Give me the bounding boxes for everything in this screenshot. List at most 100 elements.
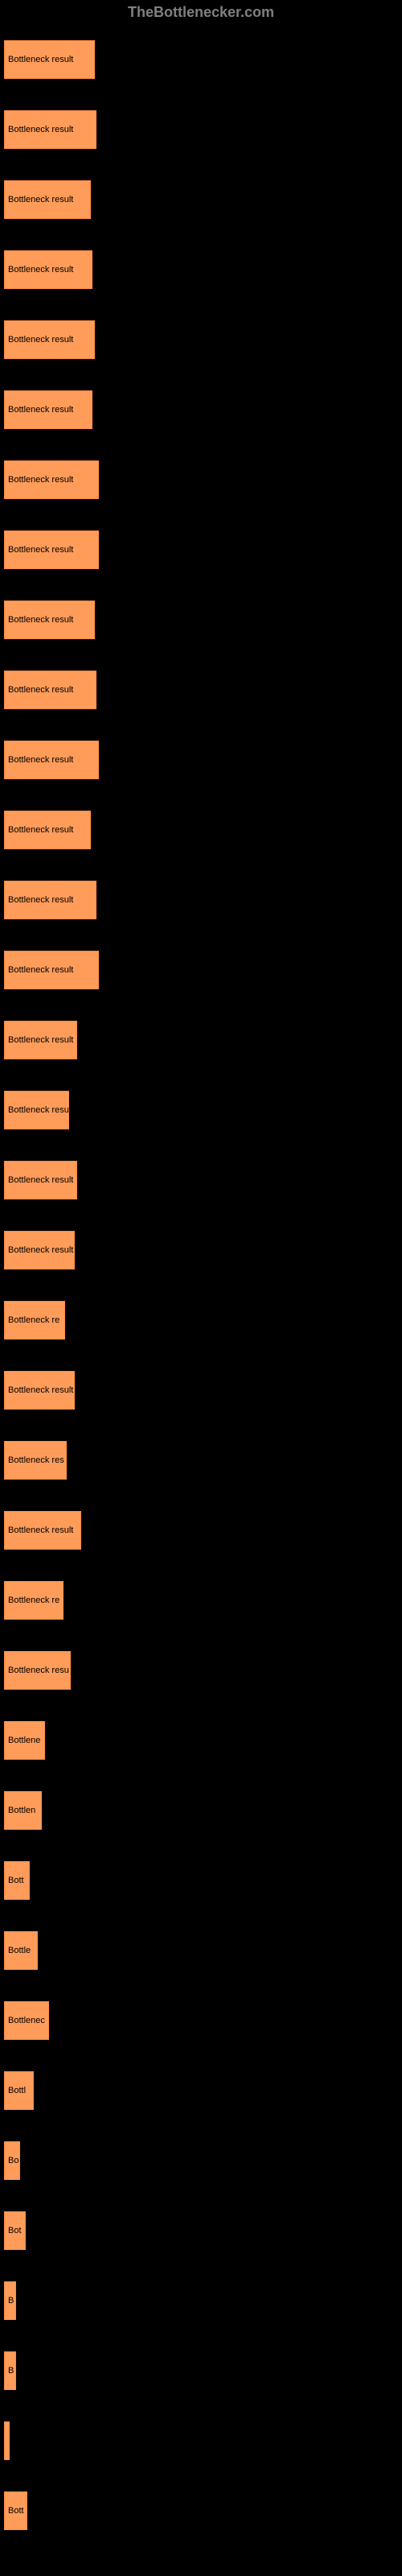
chart-bar: Bottleneck result [4,250,92,289]
chart-bar: Bottleneck result [4,1021,77,1059]
bar-row: Bottleneck res [4,1425,398,1495]
chart-bar: Bottleneck result [4,671,96,709]
chart-bar: B [4,2351,16,2390]
bar-row: Bottleneck result [4,374,398,444]
bar-label: Bottleneck re [8,1315,59,1325]
bar-label: Bott [8,2506,24,2516]
chart-container: Bottleneck result Bottleneck result Bottle… [0,0,402,2545]
bar-row: Bottleneck result [4,584,398,654]
bar-label: Bottlenec [8,2016,45,2025]
bar-label: Bottleneck result [8,755,73,765]
chart-bar: Bottlene [4,1721,45,1760]
bar-row: Bottl [4,2055,398,2125]
bar-label: Bott [8,1876,24,1885]
bar-row: Bottlene [4,1705,398,1775]
bar-label: Bottleneck result [8,965,73,975]
chart-bar: Bottleneck result [4,1091,69,1129]
chart-bar: Bottleneck result [4,811,91,849]
bar-label: Bottlen [8,1806,35,1815]
chart-bar: Bott [4,1861,30,1900]
bar-label: B [8,2366,14,2376]
bar-row: Bottleneck result [4,1215,398,1285]
bar-label: Bottleneck result [8,1385,73,1395]
bar-row: Bottleneck result [4,514,398,584]
chart-bar: Bottleneck result [4,390,92,429]
bar-label: Bottleneck result [8,895,73,905]
watermark-text: TheBottlenecker.com [128,4,274,21]
bar-label: B [8,2296,14,2306]
bar-row: Bottleneck result [4,304,398,374]
chart-bar: Bottleneck res [4,1441,67,1480]
bar-label: Bottleneck result [8,615,73,625]
bar-label: Bottleneck result [8,825,73,835]
chart-bar: Bottlen [4,1791,42,1830]
bar-row: Bottleneck re [4,1285,398,1355]
bar-label: Bottle [8,1946,31,1955]
bar-row: Bottleneck result [4,1495,398,1565]
chart-bar: Bottlenec [4,2001,49,2040]
bar-label: Bottleneck result [8,265,73,275]
bar-label: Bottleneck result [8,475,73,485]
bar-row: Bottleneck result [4,94,398,164]
chart-bar: Bottleneck result [4,40,95,79]
chart-bar: Bottleneck resu [4,1651,71,1690]
chart-bar [4,2421,10,2460]
bar-row: Bottleneck re [4,1565,398,1635]
bar-row: Bottleneck result [4,444,398,514]
chart-bar: Bottleneck result [4,460,99,499]
bar-row: Bot [4,2195,398,2265]
bar-row: B [4,2335,398,2405]
chart-bar: Bottleneck result [4,180,91,219]
bar-row: Bottleneck result [4,1145,398,1215]
bar-row: Bottleneck result [4,164,398,234]
chart-bar: Bottleneck result [4,1371,75,1410]
bar-label: Bottleneck result [8,685,73,695]
bar-label: Bot [8,2226,22,2235]
chart-bar: Bot [4,2211,26,2250]
bar-row: Bottleneck result [4,1005,398,1075]
chart-bar: Bottleneck result [4,951,99,989]
bar-label: Bottleneck result [8,1035,73,1045]
bar-row: Bottleneck result [4,24,398,94]
chart-bar: Bottle [4,1931,38,1970]
bar-row: Bottlen [4,1775,398,1845]
chart-bar: Bottleneck result [4,320,95,359]
bar-label: Bottleneck result [8,55,73,64]
bar-label: Bottleneck result [8,545,73,555]
bar-label: Bottleneck result [8,125,73,134]
bar-row: Bottleneck resu [4,1635,398,1705]
bar-row: Bott [4,1845,398,1915]
chart-bar: Bott [4,2491,27,2530]
bar-label: Bottleneck result [8,405,73,415]
chart-bar: Bottleneck result [4,530,99,569]
bar-row: Bottleneck result [4,935,398,1005]
bar-label: Bottleneck resu [8,1666,69,1675]
bar-row: Bott [4,2475,398,2545]
bar-row: Bottleneck result [4,654,398,724]
chart-bar: Bottleneck result [4,110,96,149]
bar-row: Bottleneck result [4,1075,398,1145]
bar-label: Bo [8,2156,18,2165]
bar-row: Bottleneck result [4,795,398,865]
bar-label: Bottlene [8,1736,40,1745]
bar-label: Bottleneck result [8,1105,69,1115]
bar-row: Bottle [4,1915,398,1985]
chart-bar: Bottleneck re [4,1581,64,1620]
chart-bar: Bottleneck result [4,1231,75,1269]
bar-row: Bottleneck result [4,724,398,795]
bar-label: Bottleneck result [8,1525,73,1535]
bar-row: Bottleneck result [4,1355,398,1425]
bar-row: Bottleneck result [4,234,398,304]
bar-row: Bottlenec [4,1985,398,2055]
bar-row [4,2405,398,2475]
chart-bar: Bo [4,2141,20,2180]
bar-row: Bo [4,2125,398,2195]
bar-label: Bottleneck result [8,335,73,345]
chart-bar: Bottleneck result [4,881,96,919]
chart-bar: Bottleneck result [4,1511,81,1550]
chart-bar: B [4,2281,16,2320]
chart-bar: Bottleneck result [4,1161,77,1199]
bar-label: Bottleneck res [8,1455,64,1465]
bar-label: Bottleneck result [8,1175,73,1185]
chart-bar: Bottleneck result [4,741,99,779]
